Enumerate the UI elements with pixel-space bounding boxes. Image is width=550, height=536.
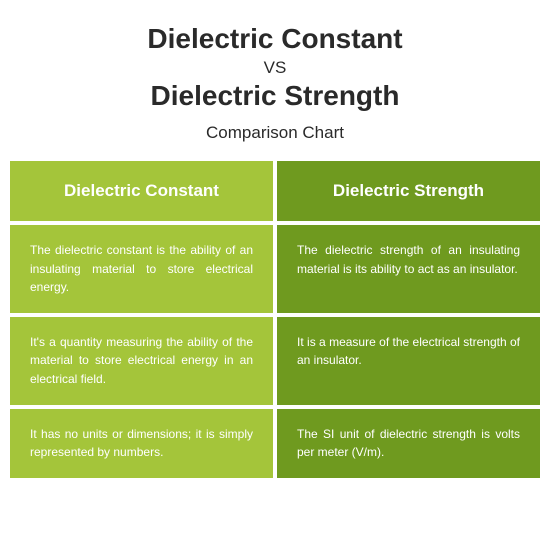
watermark-sub: Between.net xyxy=(465,516,538,526)
table-row: The dielectric constant is the ability o… xyxy=(10,225,273,313)
table-row: It has no units or dimensions; it is sim… xyxy=(10,409,273,478)
title-b: Dielectric Strength xyxy=(20,79,530,113)
title-vs: VS xyxy=(20,56,530,80)
subtitle: Comparison Chart xyxy=(20,123,530,143)
col-right-header: Dielectric Strength xyxy=(277,161,540,221)
table-row: The dielectric strength of an insulating… xyxy=(277,225,540,313)
header: Dielectric Constant VS Dielectric Streng… xyxy=(0,0,550,161)
table-row: The SI unit of dielectric strength is vo… xyxy=(277,409,540,478)
watermark-text: Difference Between.net xyxy=(465,501,538,526)
watermark-main: Difference xyxy=(465,501,538,516)
watermark-logo-icon: DB xyxy=(425,500,461,526)
watermark: DB Difference Between.net xyxy=(425,500,538,526)
title-a: Dielectric Constant xyxy=(20,22,530,56)
col-left-header: Dielectric Constant xyxy=(10,161,273,221)
table-row: It's a quantity measuring the ability of… xyxy=(10,317,273,405)
comparison-table: Dielectric Constant Dielectric Strength … xyxy=(0,161,550,478)
table-row: It is a measure of the electrical streng… xyxy=(277,317,540,405)
